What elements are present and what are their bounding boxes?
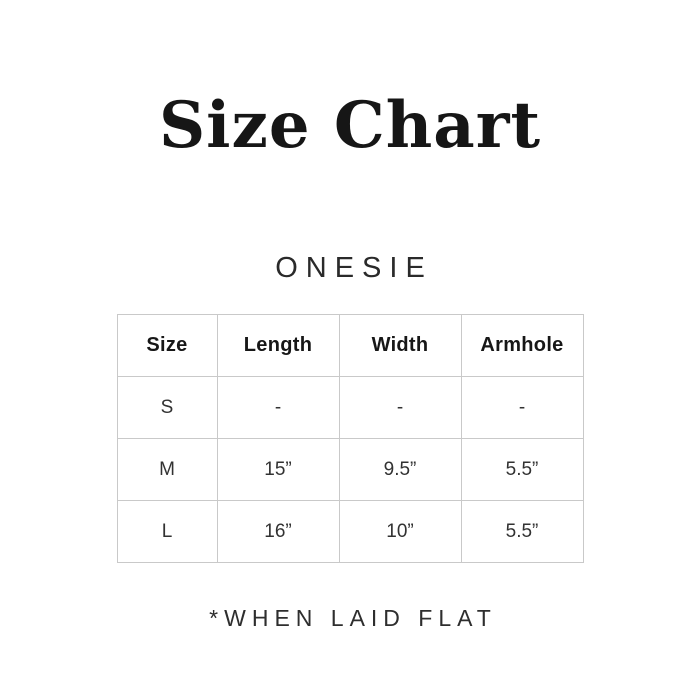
column-header-size: Size bbox=[116, 314, 218, 377]
product-name: ONESIE bbox=[275, 252, 433, 284]
table-row-l: L 16” 10” 5.5” bbox=[116, 500, 584, 563]
size-chart-table: Size Length Width Armhole S - - - M 15” … bbox=[116, 314, 584, 563]
cell-size: L bbox=[116, 500, 218, 563]
cell-armhole: 5.5” bbox=[460, 438, 584, 501]
cell-armhole: 5.5” bbox=[460, 500, 584, 563]
cell-width: 9.5” bbox=[338, 438, 462, 501]
cell-size: S bbox=[116, 376, 218, 439]
table-row-m: M 15” 9.5” 5.5” bbox=[116, 438, 584, 501]
footnote: *WHEN LAID FLAT bbox=[209, 605, 497, 631]
page-title: Size Chart bbox=[158, 88, 542, 163]
cell-size: M bbox=[116, 438, 218, 501]
table-header-row: Size Length Width Armhole bbox=[116, 314, 584, 377]
cell-length: - bbox=[216, 376, 340, 439]
column-header-armhole: Armhole bbox=[460, 314, 584, 377]
table-row-s: S - - - bbox=[116, 376, 584, 439]
column-header-length: Length bbox=[216, 314, 340, 377]
cell-width: - bbox=[338, 376, 462, 439]
cell-length: 16” bbox=[216, 500, 340, 563]
cell-length: 15” bbox=[216, 438, 340, 501]
column-header-width: Width bbox=[338, 314, 462, 377]
cell-width: 10” bbox=[338, 500, 462, 563]
cell-armhole: - bbox=[460, 376, 584, 439]
